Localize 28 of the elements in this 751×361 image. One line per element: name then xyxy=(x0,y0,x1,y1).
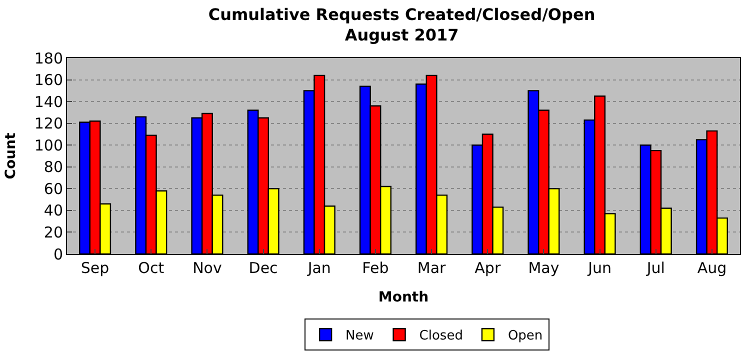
legend-label: New xyxy=(346,328,374,344)
x-tick-label: Oct xyxy=(138,259,164,277)
y-tick-label: 100 xyxy=(34,136,63,154)
x-tick-label: Feb xyxy=(362,259,389,277)
y-tick-label: 40 xyxy=(44,202,63,220)
x-axis-title: Month xyxy=(378,289,429,306)
x-tick-label: Jun xyxy=(587,259,612,277)
x-tick-label: Nov xyxy=(192,259,222,277)
legend-label: Open xyxy=(508,328,543,344)
x-tick-label: Sep xyxy=(80,259,110,277)
x-tick-label: Aug xyxy=(697,259,727,277)
y-tick-label: 180 xyxy=(34,49,63,68)
y-tick-label: 140 xyxy=(34,92,63,111)
x-tick-label: Apr xyxy=(474,259,502,277)
x-tick-label: May xyxy=(528,259,560,277)
y-tick-label: 120 xyxy=(34,114,63,133)
y-tick-label: 80 xyxy=(44,158,63,176)
chart-title: Cumulative Requests Created/Closed/Open August 2017 xyxy=(208,4,596,45)
x-tick-label: Mar xyxy=(417,259,447,277)
y-axis-title: Count xyxy=(2,132,19,180)
y-tick-label: 20 xyxy=(44,223,63,242)
y-tick-label: 0 xyxy=(53,245,63,264)
x-tick-label: Dec xyxy=(248,259,278,277)
y-tick-label: 160 xyxy=(34,71,63,90)
y-tick-label: 60 xyxy=(44,180,63,198)
x-tick-label: Jul xyxy=(646,259,665,277)
x-tick-label: Jan xyxy=(306,259,331,277)
legend-label: Closed xyxy=(419,328,463,344)
